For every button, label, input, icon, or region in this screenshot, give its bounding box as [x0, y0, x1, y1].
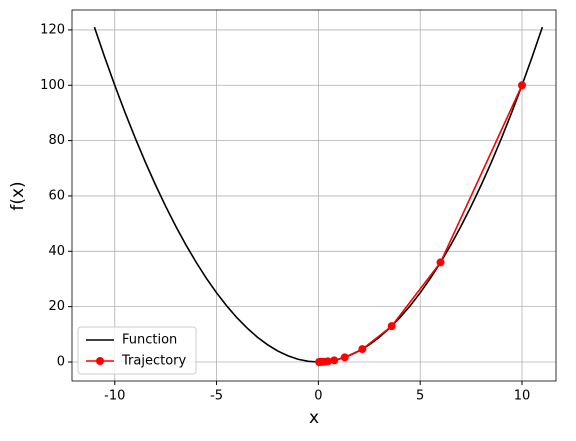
x-tick-label: 5 [416, 389, 424, 404]
marker [517, 81, 526, 90]
plot-frame [71, 9, 557, 382]
y-tick-label: 40 [48, 244, 65, 259]
y-tick-label: 60 [48, 188, 65, 203]
legend-box [77, 326, 197, 375]
legend-label: Function [122, 333, 177, 348]
y-tick-label: 120 [40, 22, 65, 37]
marker [330, 356, 339, 365]
legend-marker [96, 357, 104, 365]
marker [387, 322, 396, 331]
y-tick-label: 0 [57, 354, 65, 369]
x-tick-label: -10 [104, 389, 125, 404]
x-tick-label: 10 [514, 389, 531, 404]
marker [436, 258, 445, 267]
marker [340, 353, 349, 362]
marker [315, 357, 324, 366]
legend-label: Trajectory [121, 354, 186, 369]
y-axis-label: f(x) [8, 181, 28, 210]
y-tick-label: 100 [40, 78, 65, 93]
x-tick-label: 0 [314, 389, 322, 404]
x-tick-label: -5 [210, 389, 223, 404]
x-axis-label: x [309, 408, 319, 428]
y-tick-label: 20 [48, 299, 65, 314]
y-tick-label: 80 [48, 133, 65, 148]
marker [358, 345, 367, 354]
